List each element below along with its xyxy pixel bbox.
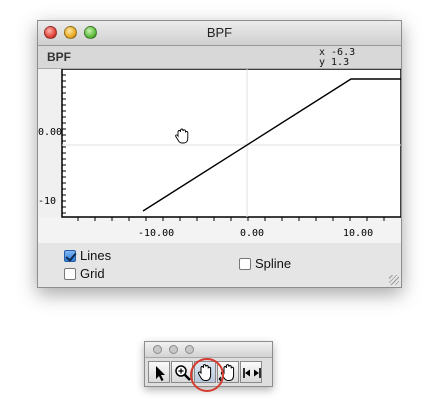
grid-label: Grid: [80, 266, 105, 281]
tool-palette: [144, 341, 273, 387]
hand-move-tool-button[interactable]: [217, 361, 239, 383]
editor-header: BPF x -6.3 y 1.3: [38, 46, 401, 69]
window-title: BPF: [206, 25, 233, 40]
y-tick-label-neg10: -10: [38, 196, 56, 207]
bpf-window: BPF BPF x -6.3 y 1.3: [37, 20, 402, 288]
zoom-tool-button[interactable]: [171, 361, 193, 383]
bpf-plot-area[interactable]: 0.00 -10 -10.00 0.00 10.00: [38, 69, 401, 243]
x-tick-label-0: 0.00: [240, 228, 264, 239]
fit-range-tool-button[interactable]: [240, 361, 262, 383]
minimize-button[interactable]: [64, 26, 77, 39]
palette-titlebar[interactable]: [145, 342, 272, 358]
bpf-name-label: BPF: [47, 50, 71, 64]
palette-zoom-button[interactable]: [185, 345, 194, 354]
bpf-options-panel: Lines Grid Spline: [38, 243, 401, 287]
palette-minimize-button[interactable]: [169, 345, 178, 354]
cursor-x-readout: x -6.3: [319, 47, 356, 58]
spline-checkbox-box[interactable]: [239, 257, 251, 270]
x-tick-label-10: 10.00: [343, 228, 373, 239]
cursor-y-readout: y 1.3: [319, 57, 350, 68]
arrow-tool-button[interactable]: [148, 361, 170, 383]
lines-checkbox[interactable]: Lines: [64, 248, 111, 263]
bpf-curve[interactable]: [142, 78, 401, 212]
hand-cursor-icon: [175, 128, 189, 144]
zoom-button[interactable]: [84, 26, 97, 39]
spline-label: Spline: [255, 256, 292, 271]
spline-checkbox[interactable]: Spline: [239, 256, 291, 271]
y-tick-label-0: 0.00: [38, 127, 62, 138]
close-button[interactable]: [44, 26, 57, 39]
fit-range-tool-icon: [243, 368, 261, 378]
hand-tool-button[interactable]: [194, 361, 216, 383]
resize-grip[interactable]: [389, 275, 399, 285]
palette-close-button[interactable]: [153, 345, 162, 354]
lines-label: Lines: [80, 248, 112, 263]
bpf-plot-svg[interactable]: 0.00 -10 -10.00 0.00 10.00: [38, 69, 401, 243]
lines-checkbox-box[interactable]: [64, 249, 76, 262]
arrow-tool-icon: [156, 366, 165, 381]
x-tick-label-neg10: -10.00: [138, 228, 174, 239]
grid-checkbox[interactable]: Grid: [64, 266, 105, 281]
hand-move-tool-icon: [218, 364, 235, 382]
grid-checkbox-box[interactable]: [64, 267, 76, 280]
zoom-tool-icon: [175, 365, 191, 381]
hand-tool-icon: [197, 364, 212, 381]
window-titlebar[interactable]: BPF: [38, 21, 401, 46]
